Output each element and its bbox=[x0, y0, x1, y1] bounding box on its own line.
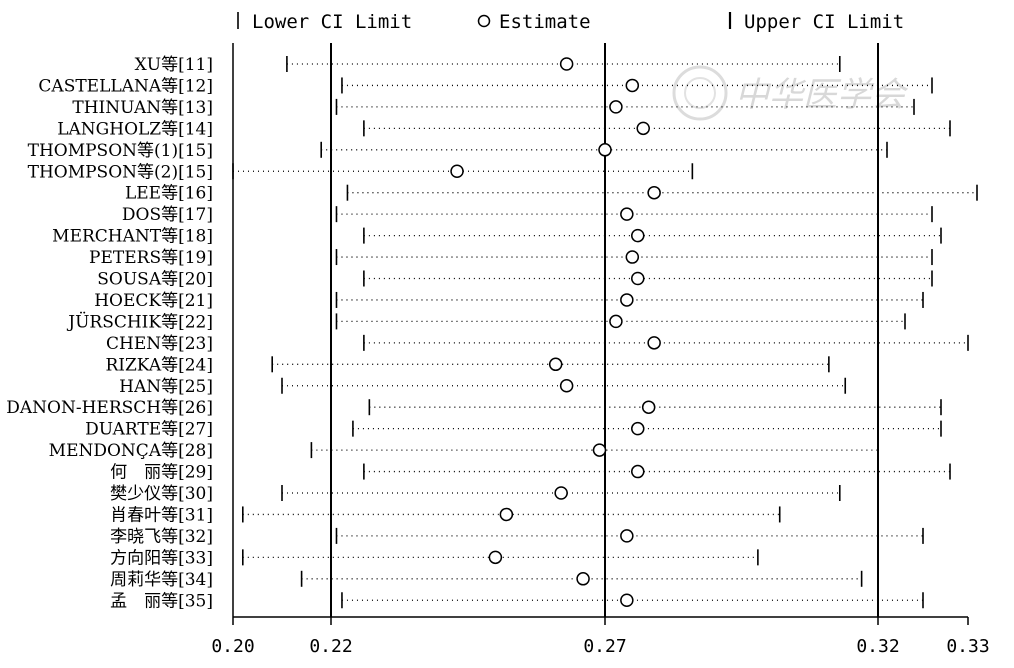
study-row: MENDONÇA等[28] bbox=[49, 441, 879, 461]
study-row: SOUSA等[20] bbox=[97, 270, 933, 290]
estimate-marker bbox=[592, 443, 607, 457]
estimate-marker bbox=[625, 78, 640, 93]
estimate-marker bbox=[636, 121, 650, 136]
estimate-marker bbox=[631, 271, 645, 286]
study-label: CASTELLANA等[12] bbox=[38, 76, 213, 96]
study-label: XU等[11] bbox=[135, 55, 213, 75]
estimate-marker bbox=[609, 100, 623, 114]
study-label: DANON-HERSCH等[26] bbox=[6, 398, 213, 418]
estimate-marker bbox=[647, 336, 661, 350]
x-tick-label: 0.22 bbox=[309, 636, 352, 657]
study-label: PETERS等[19] bbox=[89, 248, 213, 268]
study-label: 何 丽等[29] bbox=[110, 463, 213, 483]
estimate-marker bbox=[499, 507, 514, 522]
study-label: DOS等[17] bbox=[122, 205, 213, 225]
study-label: 方向阳等[33] bbox=[110, 548, 213, 568]
study-label: HAN等[25] bbox=[119, 377, 213, 397]
legend-estimate-label: Estimate bbox=[499, 11, 591, 33]
estimate-marker bbox=[548, 357, 563, 372]
study-label: 李晓飞等[32] bbox=[110, 527, 213, 547]
study-label: DUARTE等[27] bbox=[85, 420, 213, 440]
estimate-marker bbox=[559, 57, 574, 71]
study-label: 周莉华等[34] bbox=[110, 570, 213, 590]
study-label: THINUAN等[13] bbox=[72, 98, 213, 118]
study-rows: XU等[11]CASTELLANA等[12]THINUAN等[13]LANGHO… bbox=[6, 55, 978, 611]
estimate-marker bbox=[609, 314, 623, 329]
watermark-text: 中华医学会 bbox=[735, 75, 909, 115]
study-row: JÜRSCHIK等[22] bbox=[66, 311, 906, 332]
study-label: MERCHANT等[18] bbox=[52, 227, 213, 247]
study-row: RIZKA等[24] bbox=[105, 355, 830, 375]
estimate-marker bbox=[631, 228, 645, 243]
study-row: HAN等[25] bbox=[119, 377, 847, 397]
x-axis: 0.20 0.22 0.27 0.32 0.33 bbox=[211, 43, 990, 657]
study-row: DANON-HERSCH等[26] bbox=[6, 398, 942, 418]
study-row: DOS等[17] bbox=[122, 205, 933, 225]
legend: Lower CI Limit Estimate Upper CI Limit bbox=[237, 11, 904, 33]
estimate-marker bbox=[450, 164, 464, 178]
estimate-marker bbox=[488, 550, 503, 565]
x-tick-label: 0.20 bbox=[211, 636, 254, 657]
estimate-marker bbox=[647, 185, 661, 200]
watermark-seal-inner bbox=[684, 77, 716, 109]
study-row: 李晓飞等[32] bbox=[110, 527, 924, 547]
estimate-marker bbox=[625, 250, 640, 264]
study-label: CHEN等[23] bbox=[106, 334, 213, 354]
study-row: 肖春叶等[31] bbox=[110, 505, 781, 525]
study-row: 周莉华等[34] bbox=[110, 570, 863, 590]
study-row: HOECK等[21] bbox=[94, 291, 924, 311]
estimate-marker bbox=[620, 529, 634, 543]
estimate-marker bbox=[631, 421, 645, 436]
study-row: LANGHOLZ等[14] bbox=[57, 119, 951, 139]
study-row: THOMPSON等(2)[15] bbox=[28, 162, 694, 182]
study-row: XU等[11] bbox=[135, 55, 841, 75]
study-label: LEE等[16] bbox=[125, 184, 213, 204]
watermark: 中华医学会 bbox=[672, 65, 909, 121]
study-label: HOECK等[21] bbox=[94, 291, 213, 311]
x-tick-label: 0.27 bbox=[583, 636, 626, 657]
estimate-marker bbox=[576, 572, 590, 586]
reference-lines bbox=[330, 43, 879, 617]
study-row: THOMPSON等(1)[15] bbox=[28, 141, 888, 161]
study-row: 孟 丽等[35] bbox=[110, 591, 924, 611]
x-tick-label: 0.32 bbox=[856, 636, 899, 657]
estimate-marker bbox=[620, 293, 634, 307]
study-row: 方向阳等[33] bbox=[110, 548, 759, 568]
study-row: CASTELLANA等[12] bbox=[38, 76, 933, 96]
study-row: PETERS等[19] bbox=[89, 248, 933, 268]
legend-estimate-marker bbox=[477, 14, 491, 28]
study-label: RIZKA等[24] bbox=[105, 355, 213, 375]
study-row: DUARTE等[27] bbox=[85, 420, 942, 440]
estimate-marker bbox=[631, 464, 645, 479]
study-row: MERCHANT等[18] bbox=[52, 227, 942, 247]
estimate-marker bbox=[554, 486, 568, 500]
study-label: 肖春叶等[31] bbox=[110, 505, 213, 525]
study-label: SOUSA等[20] bbox=[97, 270, 213, 290]
watermark-seal-icon bbox=[672, 65, 728, 121]
study-row: LEE等[16] bbox=[125, 184, 978, 204]
study-label: THOMPSON等(1)[15] bbox=[28, 141, 213, 161]
study-row: CHEN等[23] bbox=[106, 334, 969, 354]
estimate-marker bbox=[559, 379, 574, 393]
estimate-marker bbox=[598, 143, 612, 157]
study-label: JÜRSCHIK等[22] bbox=[66, 311, 213, 332]
study-label: LANGHOLZ等[14] bbox=[57, 119, 213, 139]
study-label: 孟 丽等[35] bbox=[110, 591, 213, 611]
estimate-marker bbox=[641, 400, 656, 414]
legend-upper-label: Upper CI Limit bbox=[744, 11, 904, 33]
study-label: MENDONÇA等[28] bbox=[49, 441, 213, 461]
estimate-marker bbox=[620, 593, 634, 607]
x-tick-label: 0.33 bbox=[946, 636, 989, 657]
legend-lower-label: Lower CI Limit bbox=[252, 11, 412, 33]
estimate-marker bbox=[620, 207, 634, 221]
study-row: THINUAN等[13] bbox=[72, 98, 915, 118]
study-row: 樊少仪等[30] bbox=[110, 484, 841, 504]
study-row: 何 丽等[29] bbox=[110, 463, 951, 483]
study-label: THOMPSON等(2)[15] bbox=[28, 162, 213, 182]
study-label: 樊少仪等[30] bbox=[110, 484, 213, 504]
